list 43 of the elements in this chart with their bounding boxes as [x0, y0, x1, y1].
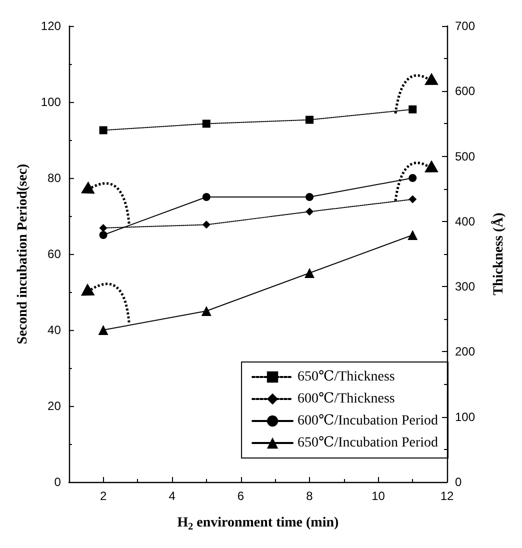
- y2-axis-title: Thickness (Å): [490, 212, 506, 296]
- point: [408, 230, 418, 240]
- legend-label: 650℃/Incubation Period: [298, 436, 438, 450]
- y-tick-label: 60: [48, 247, 62, 261]
- y-tick-label: 120: [40, 19, 62, 33]
- point: [201, 306, 212, 316]
- point: [98, 325, 108, 335]
- point: [304, 268, 315, 278]
- y2-tick-label: 700: [455, 19, 476, 33]
- x-tick-label: 6: [237, 489, 244, 503]
- x-tick-label: 12: [440, 489, 454, 503]
- point: [99, 231, 108, 239]
- point: [99, 224, 108, 232]
- y-tick-label: 20: [48, 399, 62, 413]
- y2-tick-label: 400: [455, 214, 476, 228]
- point: [306, 116, 314, 124]
- y-axis-title: Second incubation Period(sec): [16, 163, 30, 344]
- point: [306, 193, 314, 201]
- x-tick-label: 4: [168, 489, 176, 503]
- legend-label: 600℃/Incubation Period: [298, 414, 438, 428]
- point: [306, 208, 314, 216]
- y-tick-label: 80: [48, 171, 62, 185]
- y2-tick-label: 600: [455, 84, 476, 98]
- y2-tick-label: 200: [455, 344, 476, 359]
- x-tick-label: 2: [100, 489, 107, 503]
- legend-label: 650℃/Thickness: [298, 370, 395, 384]
- point: [408, 174, 417, 182]
- point: [202, 193, 210, 201]
- y-tick-label: 100: [40, 95, 62, 109]
- y2-tick-label: 100: [455, 410, 476, 424]
- y2-tick-label: 300: [455, 280, 476, 294]
- point: [99, 126, 108, 134]
- point: [408, 195, 417, 204]
- y-tick-label: 40: [48, 323, 62, 337]
- point: [202, 220, 210, 229]
- x-tick-label: 10: [372, 489, 386, 503]
- y2-tick-label: 0: [455, 475, 462, 489]
- x-tick-label: 8: [306, 489, 314, 503]
- point: [408, 105, 417, 114]
- legend-label: 600℃/Thickness: [298, 392, 395, 406]
- point: [202, 120, 210, 128]
- y2-tick-label: 500: [455, 149, 476, 164]
- y-tick-label: 0: [54, 475, 62, 489]
